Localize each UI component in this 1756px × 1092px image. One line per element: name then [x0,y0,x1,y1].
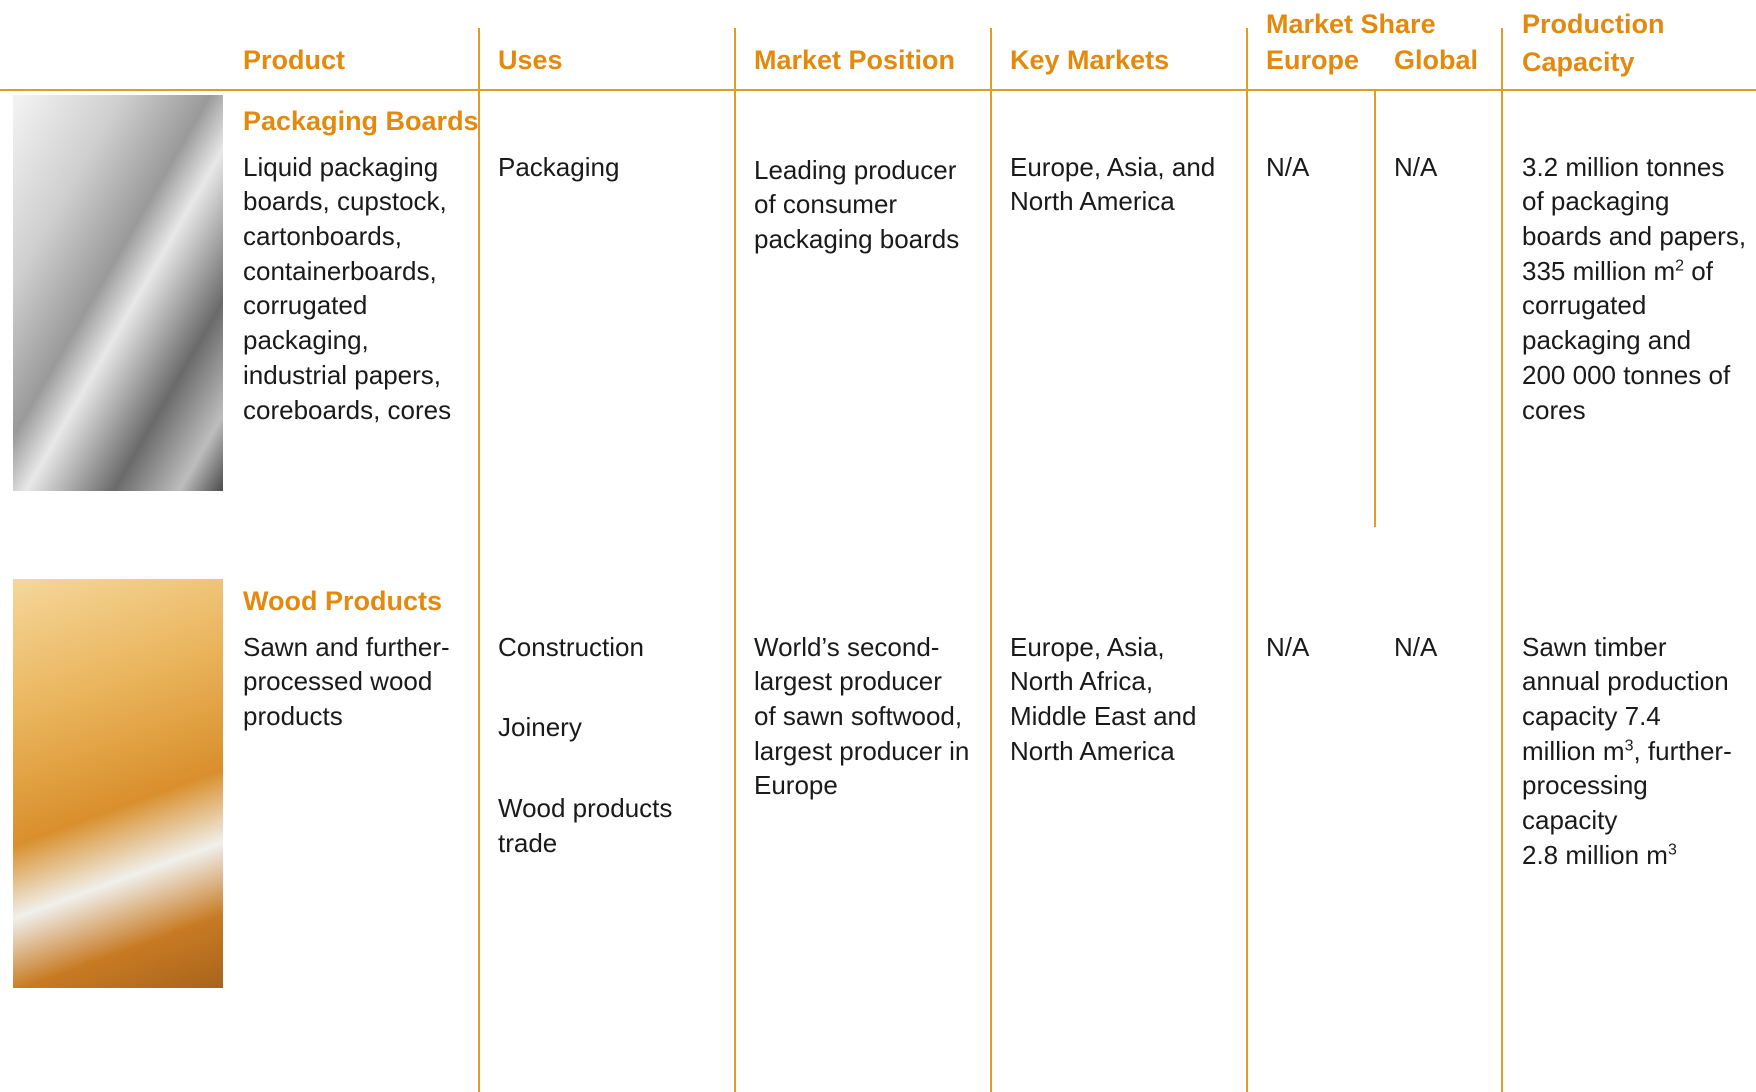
production-capacity: processing [1522,770,1648,801]
column-rule [478,28,480,1092]
share-europe: N/A [1266,631,1310,662]
column-rule [990,28,992,1092]
use: Packaging [498,151,620,182]
header-key-markets: Key Markets [1010,45,1170,75]
production-capacity: capacity 7.4 [1522,701,1661,732]
product-description: processed wood [243,666,433,697]
header-uses: Uses [498,45,563,75]
column-rule [1374,90,1376,527]
product-description: coreboards, cores [243,394,452,425]
product-description: cartonboards, [243,221,402,252]
production-capacity: annual production [1522,666,1729,697]
production-capacity: of packaging [1522,186,1670,217]
product-name: Wood Products [243,586,442,616]
header-global: Global [1394,45,1479,75]
column-rule [1246,28,1248,1092]
key-markets: Middle East and [1010,701,1197,732]
market-position: Leading producer [754,154,957,185]
header-capacity: Production Capacity [1522,9,1665,77]
superscript: 3 [1624,737,1634,755]
key-markets: North America [1010,186,1175,217]
text: , further- [1633,735,1732,766]
production-capacity: cores [1522,394,1586,425]
market-position: largest producer [754,666,942,697]
share-global: N/A [1394,631,1438,662]
header-market-share: Market Share [1266,9,1436,39]
text: of [1684,255,1713,286]
product-description: Sawn and further- [243,631,450,662]
header-product: Product [243,45,346,75]
wood-photo [13,579,223,988]
product-description: products [243,701,343,732]
use: Wood products trade [498,792,673,858]
product-description: corrugated [243,290,368,321]
production-capacity: capacity [1522,805,1618,836]
production-capacity: 3.2 million tonnes [1522,151,1725,182]
use: Joinery [498,712,582,743]
production-capacity: 335 million m2 of [1522,254,1713,289]
column-rule [1501,28,1503,1092]
production-capacity: 2.8 million m3 [1522,838,1677,873]
market-position: of sawn softwood, [754,701,963,732]
market-position: World’s second- [754,631,940,662]
superscript: 2 [1675,257,1685,275]
market-position: Europe [754,770,838,801]
production-capacity: million m3, further- [1522,734,1732,769]
key-markets: Europe, Asia, [1010,631,1165,662]
header-europe: Europe [1266,45,1360,75]
key-markets: North Africa, [1010,666,1154,697]
product-description: containerboards, [243,255,437,286]
use: Construction [498,631,644,662]
header-market-position: Market Position [754,45,956,75]
key-markets: North America [1010,735,1175,766]
production-capacity: Sawn timber [1522,631,1667,662]
text: 2.8 million m [1522,839,1668,870]
product-description: packaging, [243,325,369,356]
product-description: Liquid packaging [243,151,439,182]
product-description: boards, cupstock, [243,186,447,217]
share-global: N/A [1394,151,1438,182]
production-capacity: packaging and [1522,325,1692,356]
header-rule [0,89,1756,91]
market-position: of consumer [754,189,898,220]
text: million m [1522,735,1625,766]
product-description: industrial papers, [243,359,441,390]
production-capacity: 200 000 tonnes of [1522,359,1731,390]
key-markets: Europe, Asia, and [1010,151,1216,182]
column-rule [734,28,736,1092]
text: 335 million m [1522,255,1676,286]
market-position: largest producer in [754,735,970,766]
production-capacity: corrugated [1522,290,1647,321]
production-capacity: boards and papers, [1522,221,1747,252]
product-name: Packaging Boards [243,106,479,136]
superscript: 3 [1667,841,1677,859]
market-position: packaging boards [754,224,960,255]
packaging-photo [13,95,223,491]
share-europe: N/A [1266,151,1310,182]
